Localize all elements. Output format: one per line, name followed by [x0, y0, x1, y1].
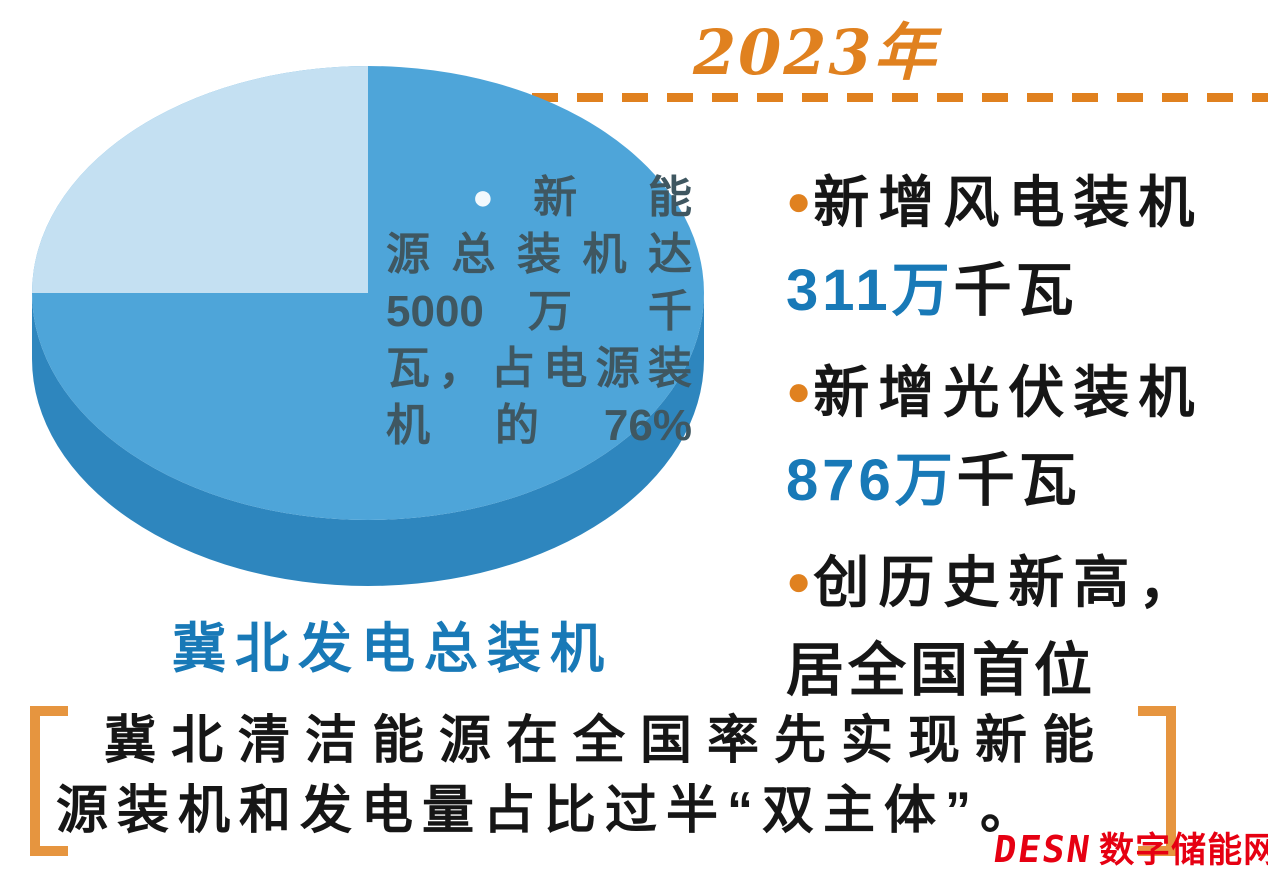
dashed-divider	[487, 93, 1268, 102]
stat-value-line: 311万千瓦	[786, 243, 1268, 327]
stat-label: 新增风电装机	[813, 171, 1204, 234]
logo-name: 数字储能网	[1099, 831, 1268, 870]
pie-side-wall	[32, 293, 704, 586]
bullet-icon: ●	[472, 176, 524, 217]
stat-item-wind: ●新增风电装机 311万千瓦	[786, 158, 1268, 327]
annotation-text: 新 能	[533, 173, 692, 222]
logo: DESN 数字储能网	[990, 822, 1268, 871]
stat-label: 新增光伏装机	[813, 361, 1204, 424]
pie-title: 冀北发电总装机	[172, 619, 613, 679]
stat-unit: 居全国首位	[786, 638, 1097, 703]
pie-annotation: ● 新 能 源总装机达 5000 万 千 瓦，占电源装 机的76%	[386, 168, 692, 454]
right-bracket-icon	[1138, 706, 1176, 856]
annotation-line: ● 新 能	[386, 168, 692, 226]
footer-line: 冀北清洁能源在全国率先实现新能	[104, 712, 1110, 770]
stat-value-line: 876万千瓦	[786, 433, 1268, 517]
footer-callout: 冀北清洁能源在全国率先实现新能 源装机和发电量占比过半“双主体”。	[56, 706, 1138, 846]
stat-value: 876万	[786, 448, 957, 513]
stat-unit: 千瓦	[956, 448, 1081, 513]
stat-unit: 千瓦	[953, 258, 1078, 323]
logo-abbr: DESN	[990, 828, 1095, 871]
stat-label-line: ●创历史新高，	[786, 538, 1268, 619]
annotation-line: 源总装机达	[386, 230, 692, 279]
pie-slice-light	[32, 66, 368, 293]
year-label: 2023年	[693, 16, 938, 89]
stat-label-line: ●新增光伏装机	[786, 348, 1268, 429]
left-bracket-icon	[30, 706, 68, 856]
annotation-line: 5000 万 千	[386, 287, 692, 336]
annotation-line: 瓦，占电源装	[386, 344, 692, 393]
bullet-icon: ●	[786, 557, 812, 604]
stat-value-line: 居全国首位	[786, 623, 1268, 707]
bullet-icon: ●	[786, 367, 812, 414]
footer-line: 源装机和发电量占比过半“双主体”。	[56, 782, 1042, 840]
stat-label-line: ●新增风电装机	[786, 158, 1268, 239]
pie-chart	[32, 66, 704, 586]
stat-label: 创历史新高，	[813, 551, 1204, 614]
bullet-icon: ●	[786, 177, 812, 224]
stat-value: 311万	[786, 258, 954, 323]
annotation-line: 机的76%	[386, 401, 692, 450]
stat-item-record: ●创历史新高， 居全国首位	[786, 538, 1268, 707]
stat-item-solar: ●新增光伏装机 876万千瓦	[786, 348, 1268, 517]
